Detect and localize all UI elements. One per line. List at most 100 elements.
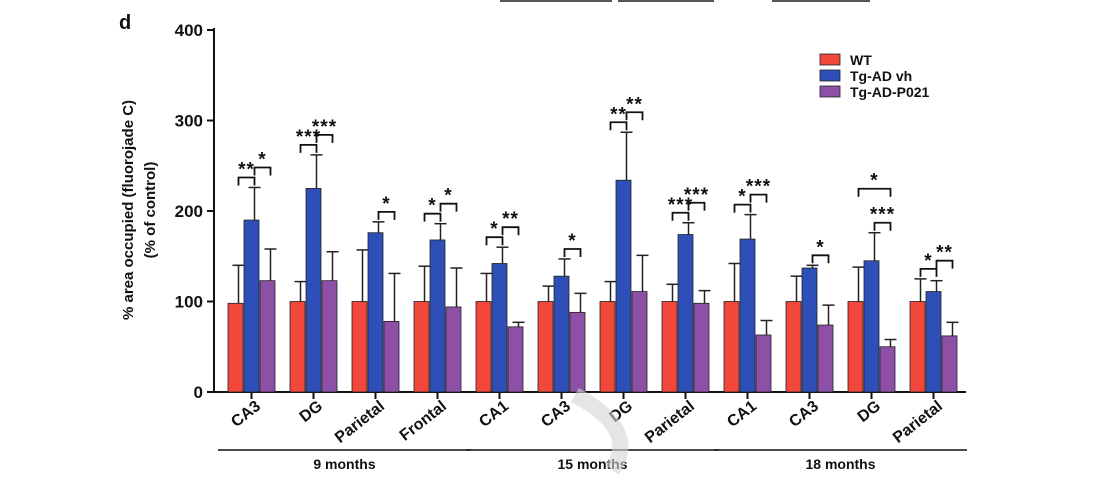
bar-tg-ad-p021	[941, 335, 958, 393]
significance-bracket	[299, 143, 318, 153]
bar-tg-ad-p021	[259, 280, 276, 393]
bar-wt	[785, 301, 802, 393]
y-axis-label: % area occupied (fluorojade C)	[120, 100, 137, 320]
significance-bracket	[501, 226, 520, 236]
significance-bracket	[237, 176, 256, 186]
significance-bracket	[439, 202, 458, 212]
significance-marker: **	[610, 104, 627, 125]
x-tick-label: Parietal	[890, 398, 946, 447]
bar-tg-ad-vh	[553, 275, 570, 393]
significance-marker: ***	[746, 177, 771, 198]
bar-tg-ad-p021	[507, 326, 524, 393]
bar-tg-ad-p021	[445, 306, 462, 393]
significance-marker: *	[444, 186, 452, 207]
bar-tg-ad-vh	[367, 232, 384, 393]
significance-bracket	[423, 212, 442, 222]
significance-bracket	[873, 221, 892, 231]
bar-tg-ad-p021	[631, 291, 648, 393]
panel-letter: d	[119, 12, 132, 34]
y-tick-label: 200	[175, 202, 203, 221]
bar-wt	[227, 302, 244, 393]
bar-wt	[909, 301, 926, 393]
bar-tg-ad-vh	[739, 238, 756, 393]
significance-marker: **	[502, 209, 519, 230]
bar-tg-ad-p021	[321, 280, 338, 393]
bar-wt	[537, 301, 554, 393]
significance-marker: ***	[296, 127, 321, 148]
y-tick-label: 300	[175, 112, 203, 131]
legend-swatch	[819, 69, 841, 82]
y-axis-label-sub: (% of control)	[142, 162, 159, 259]
x-tick-label: Frontal	[397, 398, 450, 445]
bar-tg-ad-vh	[429, 239, 446, 393]
bar-tg-ad-p021	[383, 321, 400, 393]
bar-wt	[847, 301, 864, 393]
y-tick-label: 100	[175, 293, 203, 312]
cropped-rule	[500, 0, 612, 2]
bar-tg-ad-p021	[693, 302, 710, 393]
y-tick-label: 400	[175, 21, 203, 40]
significance-marker: ***	[668, 195, 693, 216]
bar-wt	[661, 301, 678, 393]
significance-marker: ***	[684, 185, 709, 206]
bar-tg-ad-vh	[863, 260, 880, 393]
significance-marker: *	[870, 171, 878, 192]
significance-marker: *	[738, 187, 746, 208]
cropped-rule	[772, 0, 870, 2]
x-tick-label: Parietal	[332, 398, 388, 447]
bar-tg-ad-vh	[243, 219, 260, 393]
significance-bracket	[315, 133, 334, 143]
group-label: 9 months	[313, 456, 375, 472]
significance-bracket	[919, 267, 938, 277]
significance-bracket	[733, 203, 752, 213]
y-tick-label: 0	[194, 383, 203, 402]
significance-bracket	[253, 166, 272, 176]
significance-bracket	[563, 248, 582, 257]
bar-tg-ad-vh	[615, 179, 632, 393]
bar-tg-ad-vh	[925, 291, 942, 393]
significance-marker: **	[936, 243, 953, 264]
significance-marker: **	[238, 159, 255, 180]
significance-bracket	[377, 210, 396, 220]
legend-label: Tg-AD vh	[850, 68, 912, 84]
bar-tg-ad-p021	[817, 324, 834, 393]
bar-tg-ad-vh	[491, 263, 508, 393]
significance-marker: *	[568, 231, 576, 252]
significance-bracket	[935, 259, 954, 269]
significance-bracket	[609, 121, 628, 131]
group-label: 18 months	[805, 456, 875, 472]
significance-bracket	[811, 254, 830, 264]
bar-tg-ad-vh	[305, 187, 322, 393]
significance-marker: ***	[870, 205, 895, 226]
x-tick-label: CA3	[538, 398, 574, 431]
legend-label: Tg-AD-P021	[850, 84, 930, 100]
significance-marker: **	[626, 94, 643, 115]
x-tick-label: Parietal	[642, 398, 698, 447]
significance-bracket	[625, 111, 644, 121]
bar-tg-ad-p021	[879, 346, 896, 393]
x-tick-label: DG	[297, 398, 326, 426]
bar-wt	[351, 301, 368, 393]
bar-wt	[289, 301, 306, 393]
significance-bracket	[687, 201, 706, 211]
bar-tg-ad-p021	[569, 311, 586, 393]
x-tick-label: CA1	[476, 398, 512, 431]
x-tick-label: CA3	[228, 398, 264, 431]
significance-marker: *	[382, 194, 390, 215]
x-tick-label: CA3	[786, 398, 822, 431]
bar-wt	[413, 301, 430, 393]
cropped-rule	[618, 0, 714, 2]
significance-marker: ***	[312, 117, 337, 138]
bar-tg-ad-vh	[801, 267, 818, 393]
bar-wt	[599, 301, 616, 393]
legend-swatch	[819, 53, 841, 66]
x-tick-label: CA1	[724, 398, 760, 431]
bar-tg-ad-p021	[755, 334, 772, 393]
significance-bracket	[749, 193, 768, 203]
significance-marker: *	[490, 219, 498, 240]
x-tick-label: DG	[855, 398, 884, 426]
significance-bracket	[857, 187, 892, 197]
significance-marker: *	[816, 237, 824, 258]
